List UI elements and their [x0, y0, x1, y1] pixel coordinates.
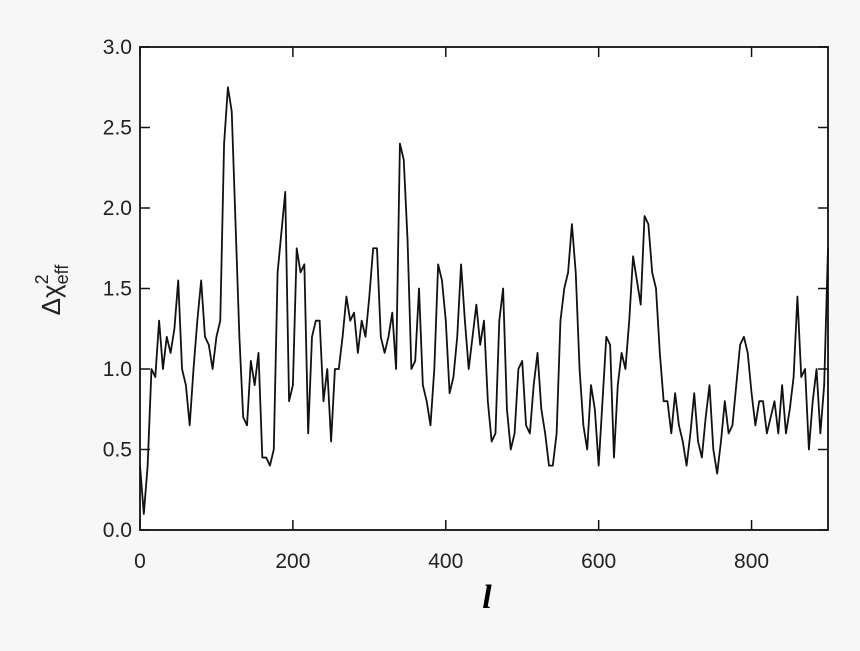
x-tick-label: 400 — [428, 550, 463, 573]
plot-area — [140, 47, 828, 530]
x-tick-label: 0 — [134, 550, 146, 573]
y-tick-label: 0.5 — [103, 439, 132, 462]
y-label-sup: 2 — [32, 274, 52, 284]
y-tick-label: 2.0 — [103, 197, 132, 220]
y-tick-label: 0.0 — [103, 519, 132, 542]
x-tick-label: 200 — [275, 550, 310, 573]
x-axis-label: l — [482, 579, 492, 616]
data-line — [139, 86, 829, 515]
x-tick-label: 600 — [581, 550, 616, 573]
y-tick-label: 1.0 — [103, 358, 132, 381]
y-tick-label: 3.0 — [103, 36, 132, 59]
y-label-sub: eff — [52, 264, 72, 285]
plot-frame — [139, 46, 829, 531]
y-tick-label: 2.5 — [103, 117, 132, 140]
y-label-base: Δχ — [36, 284, 66, 315]
x-tick-label: 800 — [734, 550, 769, 573]
y-tick-label: 1.5 — [103, 278, 132, 301]
y-axis-label: Δχ2eff — [32, 264, 72, 316]
